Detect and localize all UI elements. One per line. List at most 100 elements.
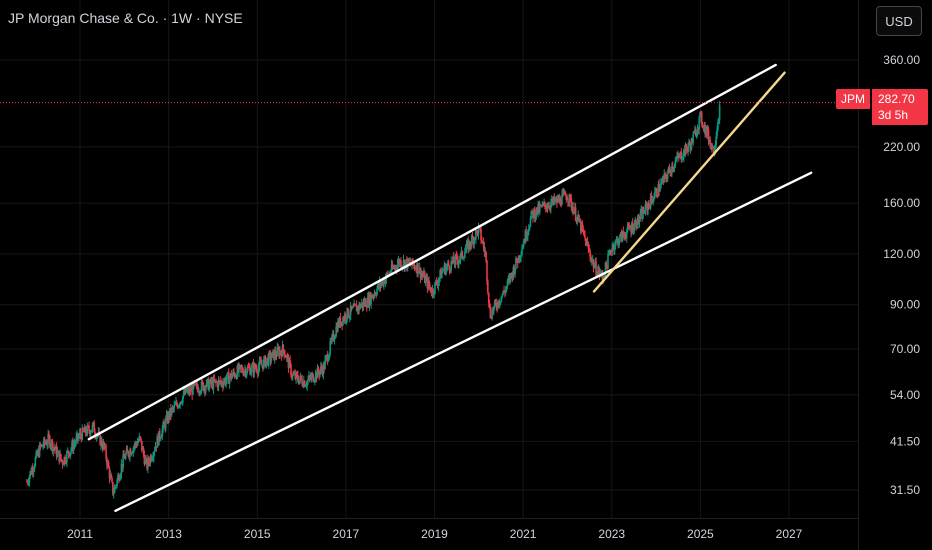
candle-body — [487, 280, 489, 293]
candle-body — [73, 443, 76, 445]
candle-body — [612, 244, 614, 248]
candle-body — [242, 371, 245, 375]
candle-body — [510, 272, 513, 274]
candle-body — [502, 290, 504, 295]
candle-body — [546, 207, 549, 209]
candle-body — [671, 166, 674, 170]
candle-body — [421, 273, 424, 276]
candle-body — [331, 333, 334, 337]
candle-body — [305, 385, 308, 387]
candle-body — [449, 270, 452, 271]
candle-body — [537, 204, 539, 214]
chart-drawings[interactable] — [87, 63, 813, 512]
candle-body — [357, 306, 360, 310]
candle-body — [58, 450, 61, 462]
time-axis[interactable]: 2011 2013 2015 2017 2019 2021 2023 2025 2027 — [0, 518, 858, 542]
candle-body — [517, 255, 520, 264]
candle-body — [306, 381, 308, 386]
candle-body — [640, 210, 643, 213]
candle-body — [585, 241, 588, 246]
candle-body — [555, 197, 557, 200]
candle-body — [325, 356, 327, 360]
candle-body — [470, 236, 473, 246]
candle-body — [26, 481, 28, 483]
lower-channel-line[interactable] — [114, 171, 813, 512]
candle-body — [493, 301, 496, 307]
candle-body — [524, 230, 527, 243]
candle-body — [82, 427, 84, 432]
candle-body — [420, 273, 423, 278]
candle-body — [199, 391, 202, 394]
candle-body — [50, 440, 53, 446]
candle-body — [476, 230, 479, 236]
candle-body — [696, 128, 699, 134]
candle-body — [249, 367, 251, 375]
candle-body — [365, 300, 367, 307]
candle-body — [104, 446, 107, 448]
candle-body — [156, 436, 159, 448]
candle-body — [257, 366, 260, 374]
candle-body — [228, 377, 231, 384]
candle-body — [707, 129, 710, 142]
currency-button[interactable]: USD — [876, 6, 922, 36]
candle-body — [455, 255, 458, 257]
price-axis[interactable]: 360.00 220.00 160.00 120.00 90.00 70.00 54.00 4… — [858, 0, 921, 550]
candle-body — [110, 475, 112, 479]
candle-body — [426, 277, 429, 289]
candle-body — [689, 144, 692, 150]
candle-body — [295, 372, 297, 379]
candle-body — [68, 453, 71, 457]
candle-body — [57, 450, 60, 452]
y-tick-label: 54.00 — [890, 388, 920, 402]
candle-body — [302, 384, 304, 387]
candle-body — [287, 356, 290, 369]
candle-body — [399, 260, 401, 265]
candle-body — [489, 307, 492, 318]
candle-body — [112, 493, 115, 495]
trend-line[interactable] — [592, 71, 786, 293]
candle-body — [74, 442, 77, 444]
candle-body — [637, 215, 640, 223]
candle-body — [510, 272, 512, 281]
candle-body — [511, 273, 514, 278]
candle-body — [119, 474, 122, 479]
candle-body — [539, 205, 541, 212]
candle-body — [711, 143, 713, 150]
candle-body — [216, 382, 219, 388]
candle-body — [297, 380, 300, 384]
upper-channel-line[interactable] — [87, 63, 777, 441]
candle-body — [349, 305, 352, 316]
candle-body — [360, 305, 362, 309]
candle-body — [648, 204, 651, 209]
candle-body — [494, 301, 497, 303]
candle-body — [272, 350, 274, 352]
candle-body — [31, 467, 33, 475]
candle-body — [308, 375, 311, 378]
candle-body — [694, 129, 696, 132]
candle-body — [123, 454, 125, 458]
candle-body — [263, 356, 266, 360]
candle-body — [471, 236, 474, 238]
candle-body — [280, 352, 283, 357]
candle-body — [285, 355, 287, 358]
candle-body — [146, 459, 148, 469]
candle-body — [350, 305, 353, 309]
candle-body — [695, 133, 698, 137]
y-tick-label: 41.50 — [890, 434, 920, 448]
candle-body — [706, 129, 709, 136]
candle-body — [418, 272, 420, 274]
candle-body — [583, 230, 585, 236]
candle-body — [701, 124, 704, 128]
candle-body — [556, 197, 558, 203]
candle-body — [147, 458, 149, 469]
candle-body — [56, 451, 59, 457]
candle-body — [667, 167, 670, 174]
candle-body — [547, 205, 550, 209]
candle-body — [620, 232, 623, 242]
candle-body — [250, 371, 252, 375]
candle-body — [239, 364, 241, 366]
candle-body — [250, 365, 253, 372]
candle-body — [227, 372, 229, 374]
candle-body — [262, 359, 265, 369]
